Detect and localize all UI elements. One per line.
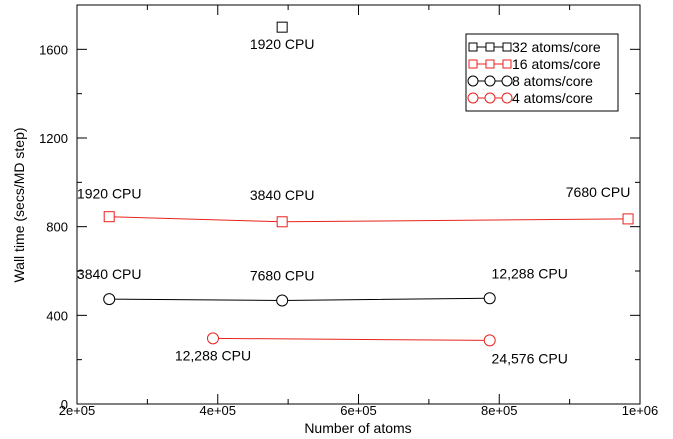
data-point — [483, 292, 496, 305]
series-line — [212, 337, 490, 341]
y-tick-label: 1600 — [39, 42, 68, 57]
legend-marker — [502, 59, 512, 69]
y-tick-label: 400 — [46, 308, 68, 323]
plot-area — [76, 4, 641, 405]
legend-marker — [485, 42, 495, 52]
legend-marker — [485, 59, 495, 69]
data-point — [276, 294, 289, 307]
legend-label: 4 atoms/core — [512, 90, 593, 106]
x-tick-label: 2e+05 — [59, 403, 96, 418]
data-point — [206, 332, 219, 345]
series-8-atoms-core: 3840 CPU 7680 CPU 12,288 CPU — [77, 265, 568, 307]
x-tick-label: 4e+05 — [199, 403, 236, 418]
series-4-atoms-core: 12,288 CPU 24,576 CPU — [175, 332, 568, 366]
x-axis-label: Number of atoms — [304, 420, 411, 436]
data-label: 12,288 CPU — [492, 265, 568, 281]
x-tick-label: 6e+05 — [340, 403, 377, 418]
x-tick-label: 1e+06 — [622, 403, 659, 418]
y-tick-label: 800 — [46, 220, 68, 235]
legend-item-32-atoms-core: 32 atoms/core — [468, 39, 601, 55]
x-tick-labels: 2e+05 4e+05 6e+05 8e+05 1e+06 — [59, 403, 659, 418]
data-label: 3840 CPU — [77, 266, 142, 282]
legend-marker — [468, 42, 478, 52]
y-tick-labels: 0 400 800 1200 1600 — [39, 42, 68, 412]
legend-marker — [502, 42, 512, 52]
legend-label: 8 atoms/core — [512, 73, 593, 89]
data-label: 12,288 CPU — [175, 347, 251, 363]
legend-item-16-atoms-core: 16 atoms/core — [468, 56, 601, 72]
data-point — [622, 213, 634, 225]
series-line — [109, 297, 490, 301]
data-point — [103, 293, 116, 306]
legend-marker — [484, 75, 496, 87]
data-point — [483, 334, 496, 347]
series-16-atoms-core: 1920 CPU 3840 CPU 7680 CPU — [77, 184, 634, 228]
legend-marker — [467, 92, 479, 104]
data-label: 1920 CPU — [250, 36, 315, 52]
series-32-atoms-core: 1920 CPU — [250, 21, 315, 52]
x-tick-label: 8e+05 — [481, 403, 518, 418]
legend-marker — [501, 92, 513, 104]
legend-marker — [468, 59, 478, 69]
data-point — [276, 21, 288, 33]
legend-item-8-atoms-core: 8 atoms/core — [467, 73, 593, 89]
series-line — [109, 216, 629, 223]
y-tick-label: 0 — [61, 397, 68, 412]
legend-label: 16 atoms/core — [512, 56, 601, 72]
data-label: 24,576 CPU — [492, 350, 568, 366]
data-label: 1920 CPU — [77, 186, 142, 202]
legend-marker — [484, 92, 496, 104]
legend-marker — [467, 75, 479, 87]
legend-marker — [501, 75, 513, 87]
y-tick-label: 1200 — [39, 131, 68, 146]
y-axis-label: Wall time (secs/MD step) — [11, 127, 27, 282]
data-point — [276, 216, 288, 228]
data-label: 3840 CPU — [250, 187, 315, 203]
data-point — [103, 211, 115, 223]
legend-label: 32 atoms/core — [512, 39, 601, 55]
legend-item-4-atoms-core: 4 atoms/core — [467, 90, 593, 106]
data-label: 7680 CPU — [566, 184, 631, 200]
data-label: 7680 CPU — [250, 267, 315, 283]
